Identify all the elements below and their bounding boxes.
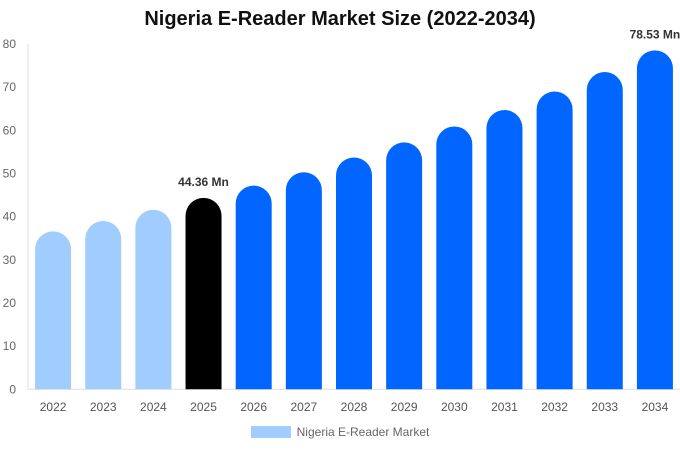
bar-2024 [135, 209, 172, 390]
bar-2029 [386, 142, 423, 390]
x-tick-label: 2034 [642, 400, 669, 414]
legend-label: Nigeria E-Reader Market [296, 425, 430, 439]
y-tick-label: 70 [3, 80, 17, 94]
bar-2033 [586, 72, 623, 390]
bar-2023 [85, 220, 122, 390]
chart-title: Nigeria E-Reader Market Size (2022-2034) [144, 8, 536, 30]
x-tick-label: 2031 [491, 400, 518, 414]
y-tick-label: 40 [3, 210, 17, 224]
data-label: 78.53 Mn [630, 27, 680, 41]
bar-2026 [235, 185, 272, 390]
x-tick-label: 2022 [40, 400, 67, 414]
x-tick-label: 2023 [90, 400, 117, 414]
y-tick-label: 50 [3, 166, 17, 180]
legend: Nigeria E-Reader Market [0, 425, 680, 439]
bar-2028 [336, 157, 372, 390]
bar-2031 [486, 110, 523, 390]
x-tick-label: 2025 [190, 400, 217, 414]
y-tick-label: 60 [3, 123, 17, 137]
y-tick-label: 10 [3, 339, 17, 353]
x-tick-label: 2032 [541, 400, 568, 414]
x-tick-label: 2027 [290, 400, 317, 414]
bar-2027 [285, 172, 322, 390]
data-label: 44.36 Mn [178, 175, 229, 189]
x-tick-label: 2024 [140, 400, 167, 414]
x-tick-label: 2028 [341, 400, 368, 414]
y-tick-label: 20 [3, 296, 17, 310]
bar-2032 [536, 91, 573, 390]
x-tick-label: 2029 [391, 400, 418, 414]
bar-2022 [35, 231, 72, 390]
y-tick-label: 30 [3, 253, 17, 267]
legend-swatch [250, 426, 291, 438]
x-tick-label: 2026 [240, 400, 267, 414]
x-tick-label: 2033 [591, 400, 618, 414]
x-tick-label: 2030 [441, 400, 468, 414]
bar-2030 [436, 126, 473, 390]
y-tick-label: 0 [9, 382, 16, 396]
bar-2025 [185, 197, 222, 390]
y-tick-label: 80 [3, 37, 17, 51]
bar-2034 [636, 50, 673, 390]
